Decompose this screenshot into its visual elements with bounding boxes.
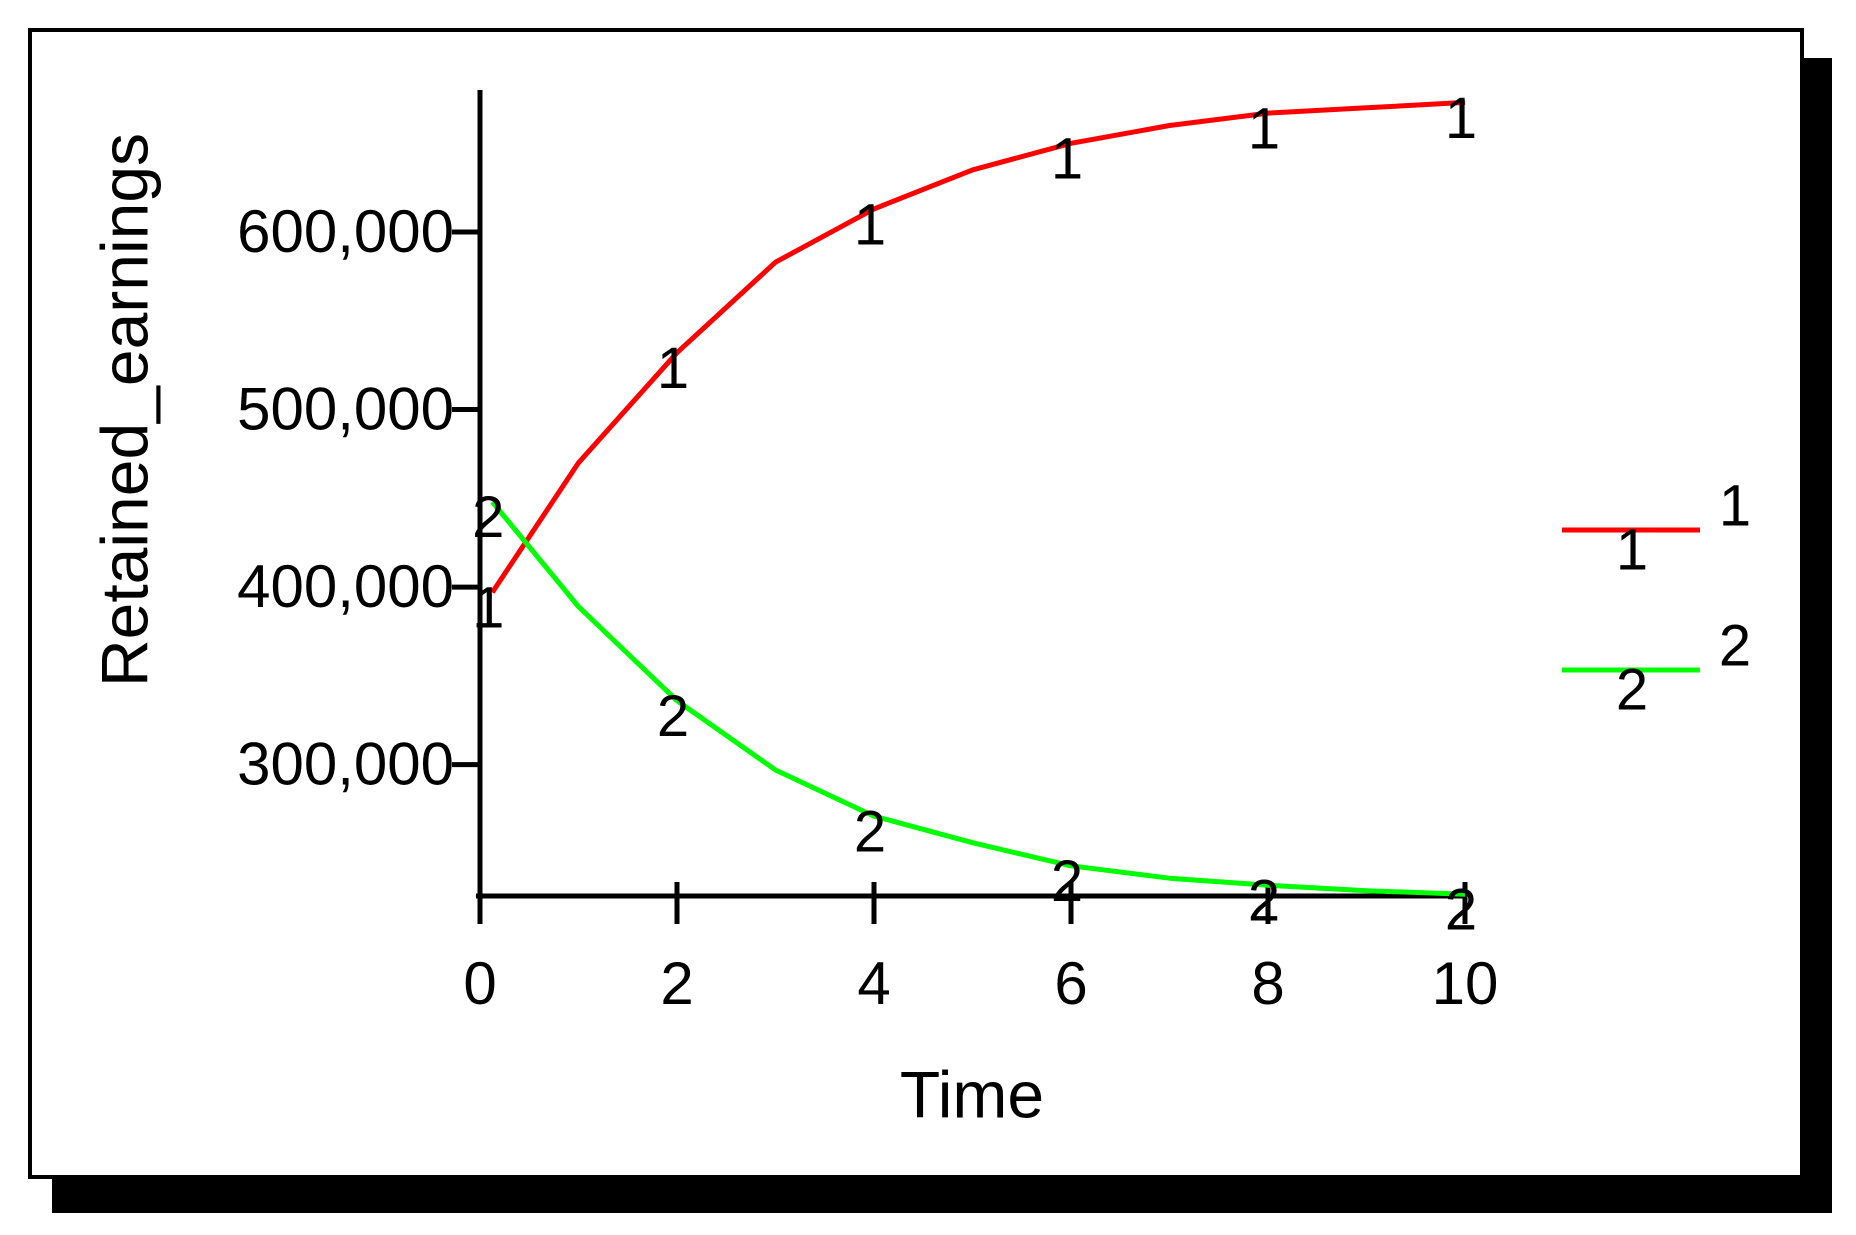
y-axis-label: Retained_earnings — [87, 133, 161, 687]
series-2-point-marker: 2 — [1445, 878, 1477, 943]
series-2-line — [490, 500, 1466, 897]
y-tick-label: 500,000 — [237, 375, 454, 442]
series-layer: 1 1 1 1 1 1 2 2 2 2 2 2 — [472, 86, 1477, 943]
legend-2-label: 2 — [1719, 613, 1751, 678]
series-1-point-marker: 1 — [1051, 127, 1083, 192]
chart-frame — [28, 28, 1804, 1179]
series-2-point-marker: 2 — [472, 485, 504, 550]
x-tick-label: 0 — [463, 950, 496, 1017]
y-tick-label: 600,000 — [237, 198, 454, 265]
series-1-point-marker: 1 — [854, 192, 886, 257]
series-2-point-marker: 2 — [657, 684, 689, 749]
series-2-point-marker: 2 — [1051, 849, 1083, 914]
series-1-point-marker: 1 — [1248, 96, 1280, 161]
y-tick-label: 400,000 — [237, 553, 454, 620]
legend: 1 1 2 2 — [1562, 473, 1751, 722]
x-tick-label: 4 — [857, 950, 890, 1017]
series-1-line — [490, 99, 1466, 594]
series-1-point-marker: 1 — [472, 576, 504, 641]
series-1-point-marker: 1 — [1445, 86, 1477, 151]
legend-1-label: 1 — [1719, 473, 1751, 538]
y-tick-label: 300,000 — [237, 730, 454, 797]
series-2-point-marker: 2 — [854, 799, 886, 864]
x-tick-label: 2 — [660, 950, 693, 1017]
x-axis-label: Time — [900, 1057, 1044, 1131]
legend-1-marker: 1 — [1616, 517, 1648, 582]
legend-2-marker: 2 — [1616, 657, 1648, 722]
x-tick-label: 6 — [1054, 950, 1087, 1017]
axes: 300,000 400,000 500,000 600,000 0 2 4 6 8 10 — [237, 90, 1498, 1017]
x-tick-label: 10 — [1432, 950, 1499, 1017]
series-1-point-marker: 1 — [657, 336, 689, 401]
series-2-point-marker: 2 — [1248, 869, 1280, 934]
x-tick-label: 8 — [1251, 950, 1284, 1017]
